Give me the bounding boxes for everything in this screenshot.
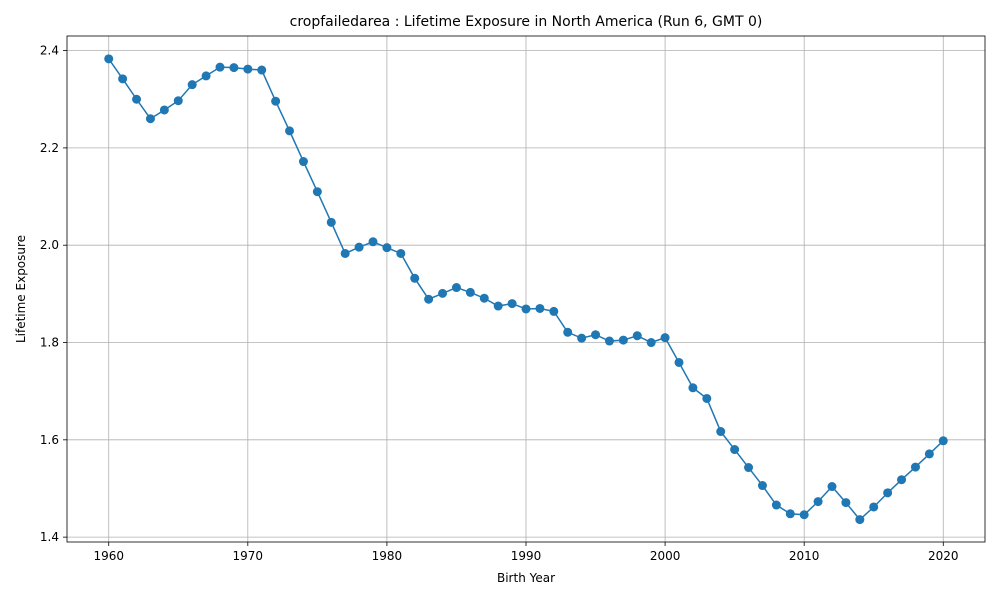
data-point xyxy=(771,500,781,510)
data-point xyxy=(563,327,573,337)
x-tick-label: 2000 xyxy=(650,549,681,563)
data-point xyxy=(132,94,142,104)
data-point xyxy=(173,96,183,106)
data-point xyxy=(354,242,364,252)
data-point xyxy=(201,71,211,81)
data-point xyxy=(757,481,767,491)
data-point xyxy=(465,287,475,297)
y-tick: 2.2 xyxy=(40,141,67,155)
data-point xyxy=(897,475,907,485)
data-point xyxy=(883,488,893,498)
data-point xyxy=(257,65,267,75)
x-tick-label: 2020 xyxy=(928,549,959,563)
data-point xyxy=(827,482,837,492)
data-point xyxy=(271,96,281,106)
data-point xyxy=(869,502,879,512)
chart-title: cropfailedarea : Lifetime Exposure in No… xyxy=(290,14,763,30)
data-point xyxy=(744,463,754,473)
x-tick: 2010 xyxy=(789,542,820,563)
x-tick-label: 1980 xyxy=(372,549,403,563)
y-axis-ticks: 1.4 1.6 1.8 2.0 2.2 2.4 xyxy=(40,44,67,544)
data-point xyxy=(521,304,531,314)
y-tick-label: 2.0 xyxy=(40,238,59,252)
data-point xyxy=(493,301,503,311)
data-point xyxy=(785,509,795,519)
data-point xyxy=(674,357,684,367)
x-tick-label: 1960 xyxy=(93,549,124,563)
x-tick-label: 2010 xyxy=(789,549,820,563)
grid-lines xyxy=(67,36,985,542)
data-point xyxy=(549,306,559,316)
y-tick: 1.4 xyxy=(40,530,67,544)
data-point xyxy=(340,248,350,258)
data-point xyxy=(688,383,698,393)
data-point xyxy=(285,126,295,136)
data-point xyxy=(507,299,517,309)
x-tick: 1960 xyxy=(93,542,124,563)
x-tick: 2020 xyxy=(928,542,959,563)
x-axis-ticks: 1960 1970 1980 1990 2000 2010 2020 xyxy=(93,542,959,563)
data-point xyxy=(187,80,197,90)
series-group xyxy=(104,54,948,525)
data-point xyxy=(396,248,406,258)
data-point xyxy=(159,105,169,115)
data-point xyxy=(326,217,336,227)
data-point xyxy=(591,330,601,340)
data-point xyxy=(382,243,392,253)
data-point xyxy=(604,336,614,346)
data-point xyxy=(799,510,809,520)
data-point xyxy=(730,445,740,455)
y-tick-label: 1.8 xyxy=(40,336,59,350)
y-tick-label: 2.4 xyxy=(40,44,59,58)
data-point xyxy=(702,393,712,403)
data-point xyxy=(410,273,420,283)
data-point xyxy=(424,294,434,304)
data-point xyxy=(813,497,823,507)
series xyxy=(104,54,948,525)
data-point xyxy=(298,157,308,167)
data-point xyxy=(312,187,322,197)
data-point xyxy=(577,333,587,343)
data-point xyxy=(618,335,628,345)
data-point xyxy=(243,64,253,74)
data-point xyxy=(215,62,225,72)
data-point xyxy=(855,515,865,525)
data-point xyxy=(632,331,642,341)
data-point xyxy=(438,288,448,298)
x-tick-label: 1970 xyxy=(233,549,264,563)
x-axis-label: Birth Year xyxy=(497,571,555,585)
y-tick-label: 1.6 xyxy=(40,433,59,447)
x-tick: 1970 xyxy=(233,542,264,563)
data-point xyxy=(229,63,239,73)
data-point xyxy=(479,293,489,303)
x-tick-label: 1990 xyxy=(511,549,542,563)
x-tick: 2000 xyxy=(650,542,681,563)
data-point xyxy=(145,114,155,124)
data-point xyxy=(924,449,934,459)
x-tick: 1990 xyxy=(511,542,542,563)
data-point xyxy=(841,498,851,508)
data-point xyxy=(910,462,920,472)
data-point xyxy=(646,338,656,348)
y-tick: 2.4 xyxy=(40,44,67,58)
data-point xyxy=(451,283,461,293)
x-tick: 1980 xyxy=(372,542,403,563)
data-point xyxy=(938,436,948,446)
y-tick: 2.0 xyxy=(40,238,67,252)
y-tick: 1.8 xyxy=(40,336,67,350)
data-point xyxy=(660,333,670,343)
data-point xyxy=(104,54,114,64)
y-tick: 1.6 xyxy=(40,433,67,447)
y-axis-label: Lifetime Exposure xyxy=(14,235,28,343)
data-point xyxy=(535,303,545,313)
y-tick-label: 2.2 xyxy=(40,141,59,155)
data-point xyxy=(368,237,378,247)
data-point xyxy=(118,74,128,84)
y-tick-label: 1.4 xyxy=(40,530,59,544)
data-point xyxy=(716,427,726,437)
